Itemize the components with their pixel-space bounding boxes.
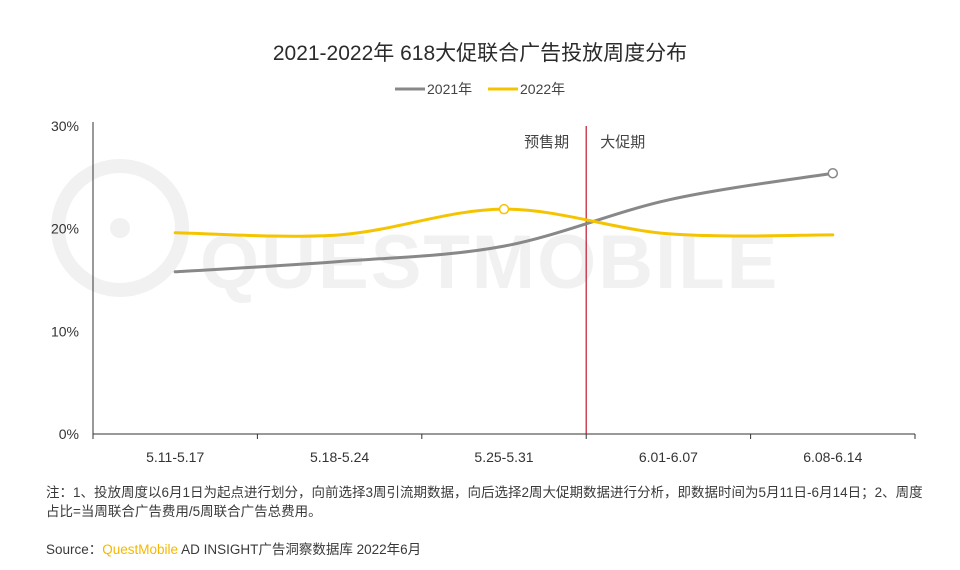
line-chart: QUESTMOBILE 2021年 2022年 30% 20% 10% 0% 5.11-5…	[51, 81, 916, 465]
watermark-text: QUESTMOBILE	[200, 220, 779, 305]
phase-label-presale: 预售期	[524, 134, 569, 151]
series-peak-point	[498, 203, 510, 215]
chart-title: 2021-2022年 618大促联合广告投放周度分布	[272, 42, 688, 65]
axes: 30% 20% 10% 0% 5.11-5.17 5.18-5.24 5.25-5.31 6.…	[51, 118, 916, 465]
source-text: AD INSIGHT广告洞察数据库 2022年6月	[178, 542, 422, 557]
phase-label-promo: 大促期	[600, 134, 645, 151]
source-line: Source：QuestMobile AD INSIGHT广告洞察数据库 202…	[46, 538, 421, 558]
series-line-2021年	[173, 171, 835, 274]
legend-label: 2022年	[520, 81, 565, 97]
y-tick-label: 0%	[59, 426, 79, 442]
legend-label: 2021年	[427, 81, 472, 97]
footnote: 注：1、投放周度以6月1日为起点进行划分，向前选择3周引流期数据，向后选择2周大…	[46, 485, 923, 519]
x-tick-label: 6.08-6.14	[803, 449, 862, 465]
x-tick-label: 5.25-5.31	[474, 449, 533, 465]
source-label: Source：	[46, 542, 103, 557]
y-tick-label: 10%	[51, 323, 79, 339]
y-tick-label: 20%	[51, 221, 79, 237]
plot-area: 预售期 大促期	[173, 126, 839, 434]
source-brand: QuestMobile	[102, 542, 179, 557]
series-peak-point	[827, 167, 839, 179]
y-tick-label: 30%	[51, 118, 79, 134]
x-tick-label: 5.18-5.24	[310, 449, 369, 465]
x-tick-label: 5.11-5.17	[146, 449, 204, 465]
legend: 2021年 2022年	[395, 81, 565, 97]
x-tick-label: 6.01-6.07	[639, 449, 698, 465]
